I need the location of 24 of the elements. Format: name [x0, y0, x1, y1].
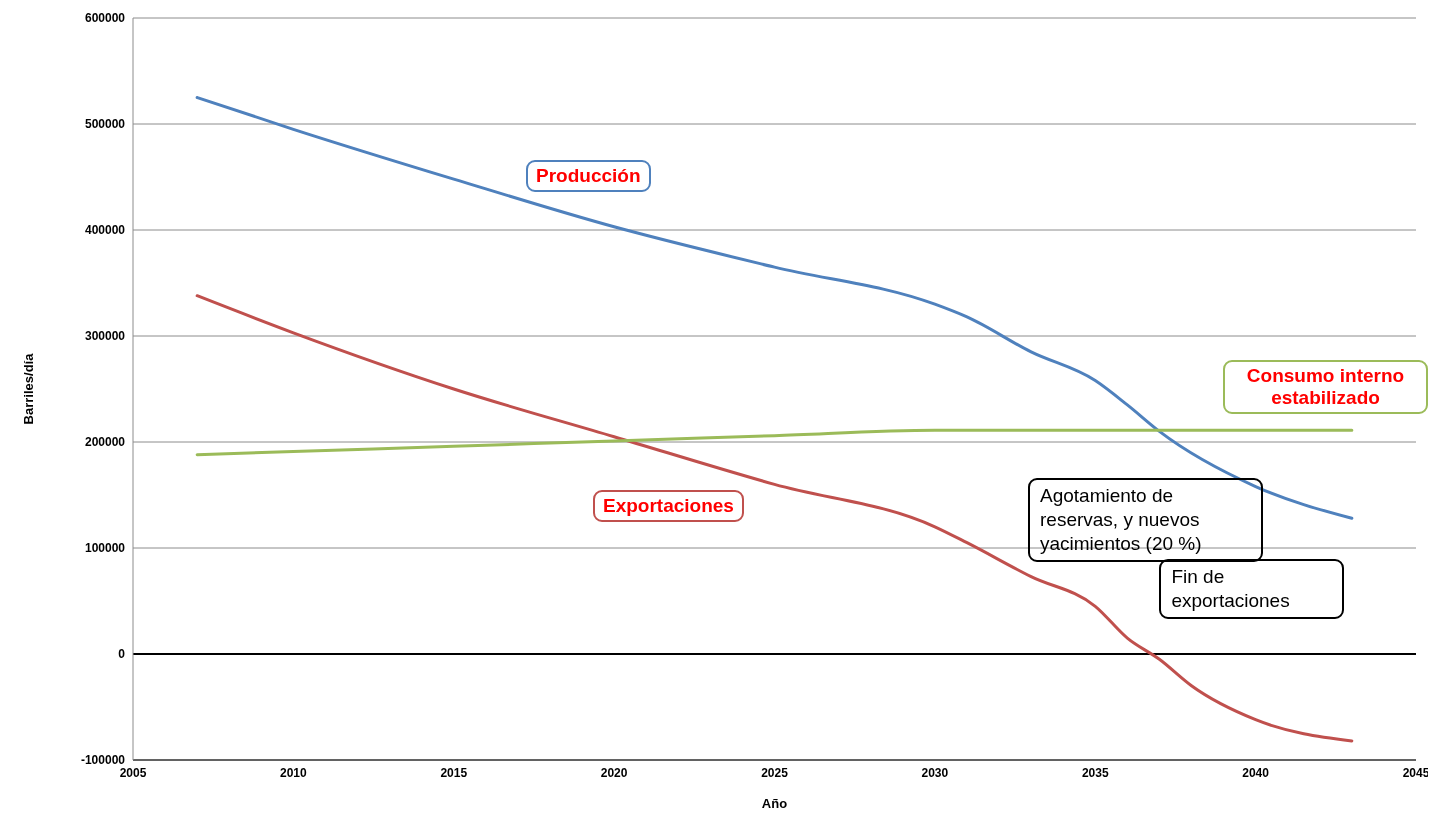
y-tick-label: 300000 [84, 329, 126, 344]
x-tick-label: 2030 [921, 765, 949, 780]
series-label: Exportaciones [593, 490, 744, 522]
x-tick-label: 2040 [1242, 765, 1270, 780]
x-tick-label: 2005 [119, 765, 147, 780]
y-tick-label: 400000 [84, 223, 126, 238]
x-tick-label: 2025 [761, 765, 789, 780]
series-label: Consumo interno estabilizado [1223, 360, 1428, 414]
series-label: Producción [526, 160, 651, 192]
y-tick-label: 100000 [84, 541, 126, 556]
x-axis-title: Año [761, 796, 788, 811]
x-tick-label: 2015 [440, 765, 468, 780]
x-tick-label: 2035 [1081, 765, 1109, 780]
annotation: Agotamiento de reservas, y nuevos yacimientos (20 %) [1028, 478, 1263, 562]
y-tick-label: 500000 [84, 117, 126, 132]
y-tick-label: 600000 [84, 11, 126, 26]
y-tick-label: 200000 [84, 435, 126, 450]
line-series [195, 428, 1354, 457]
x-tick-label: 2020 [600, 765, 628, 780]
y-tick-label: 0 [118, 647, 126, 662]
annotation: Fin de exportaciones [1159, 559, 1345, 619]
y-tick-label: -100000 [80, 753, 126, 768]
y-axis-title: Barriles/día [20, 352, 36, 425]
x-tick-label: 2010 [280, 765, 308, 780]
